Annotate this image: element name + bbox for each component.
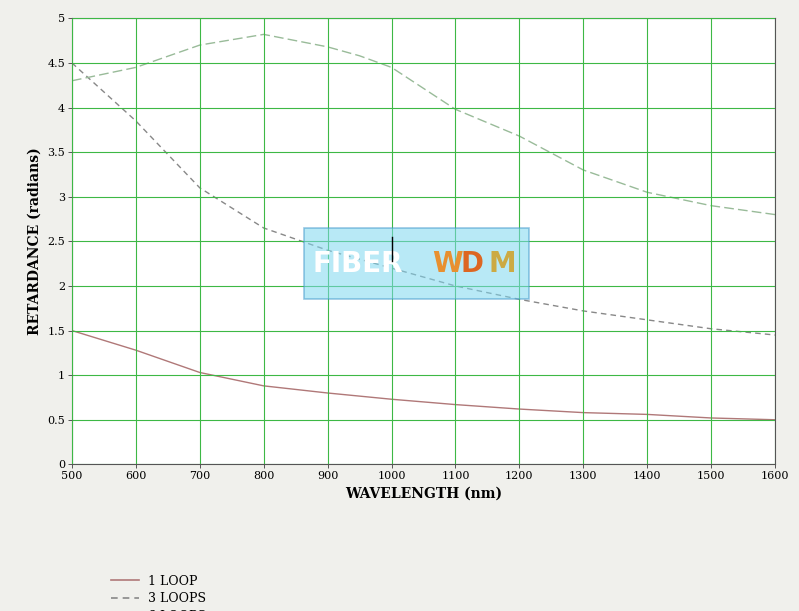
Y-axis label: RETARDANCE (radians): RETARDANCE (radians) <box>28 147 42 335</box>
Legend: 1 LOOP, 3 LOOPS, 6 LOOPS: 1 LOOP, 3 LOOPS, 6 LOOPS <box>106 570 210 611</box>
Text: FIBER: FIBER <box>312 250 403 277</box>
Text: D: D <box>461 250 483 277</box>
X-axis label: WAVELENGTH (nm): WAVELENGTH (nm) <box>345 487 502 501</box>
FancyBboxPatch shape <box>304 228 529 299</box>
Text: W: W <box>432 250 463 277</box>
Text: M: M <box>488 250 516 277</box>
